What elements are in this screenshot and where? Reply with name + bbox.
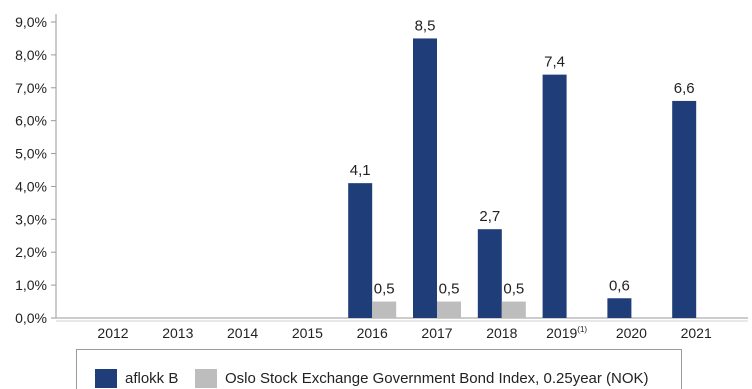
data-label-series-2: 0,5 bbox=[503, 281, 524, 298]
y-tick-label: 0,0% bbox=[15, 310, 47, 326]
data-label-series-1: 0,6 bbox=[609, 277, 630, 294]
x-tick-label: 2013 bbox=[162, 325, 193, 341]
legend-swatch-series-1 bbox=[95, 369, 117, 388]
data-label-series-2: 0,5 bbox=[439, 281, 460, 298]
data-label-series-2: 0,5 bbox=[374, 281, 395, 298]
x-tick-label: 2018 bbox=[486, 325, 517, 341]
x-axis: 2012 2013 2014 2015 2016 2017 2018 2019(1) 2020 2… bbox=[56, 317, 748, 341]
x-tick-label: 2016 bbox=[357, 325, 388, 341]
x-tick-label: 2021 bbox=[681, 325, 712, 341]
y-tick-label: 4,0% bbox=[15, 178, 47, 194]
legend-item-series-1: aflokk B bbox=[95, 369, 178, 388]
legend-label-series-1: aflokk B bbox=[125, 370, 179, 387]
bar-series-2 bbox=[437, 301, 461, 318]
bar-series-1 bbox=[413, 38, 437, 318]
y-tick-label: 2,0% bbox=[15, 244, 47, 260]
data-labels: 4,1 8,5 2,7 7,4 0,6 6,6 0,5 0,5 0,5 bbox=[350, 17, 695, 297]
data-label-series-1: 7,4 bbox=[544, 54, 565, 71]
data-label-series-1: 4,1 bbox=[350, 162, 371, 179]
bars bbox=[348, 38, 697, 318]
bar-series-2 bbox=[501, 301, 526, 318]
data-label-series-1: 6,6 bbox=[674, 80, 695, 97]
legend-swatch-series-2 bbox=[195, 369, 217, 388]
legend: aflokk B Oslo Stock Exchange Government … bbox=[76, 349, 682, 389]
y-tick-label: 8,0% bbox=[15, 47, 47, 63]
x-tick-label: 2017 bbox=[421, 325, 452, 341]
bar-series-1 bbox=[477, 229, 502, 318]
y-tick-label: 1,0% bbox=[15, 277, 47, 293]
x-tick-label: 2015 bbox=[292, 325, 323, 341]
y-axis: 0,0% 1,0% 2,0% 3,0% 4,0% 5,0% 6,0% 7,0% 8,0% 9,0% bbox=[15, 14, 57, 326]
bar-series-1 bbox=[348, 183, 373, 318]
bar-series-1 bbox=[672, 100, 697, 318]
x-tick-superscript: (1) bbox=[577, 325, 587, 334]
y-tick-label: 5,0% bbox=[15, 146, 47, 162]
bar-series-1 bbox=[542, 74, 567, 318]
data-label-series-1: 2,7 bbox=[479, 208, 500, 225]
x-tick-label: 2019(1) bbox=[546, 325, 587, 341]
x-tick-label: 2020 bbox=[616, 325, 647, 341]
bar-series-1 bbox=[607, 298, 632, 318]
y-tick-label: 3,0% bbox=[15, 211, 47, 227]
y-tick-label: 9,0% bbox=[15, 14, 47, 30]
data-label-series-1: 8,5 bbox=[415, 17, 436, 34]
x-tick-label: 2012 bbox=[97, 325, 128, 341]
y-tick-label: 7,0% bbox=[15, 80, 47, 96]
legend-item-series-2: Oslo Stock Exchange Government Bond Inde… bbox=[195, 369, 649, 388]
x-tick-label: 2014 bbox=[227, 325, 258, 341]
bar-series-2 bbox=[372, 301, 397, 318]
legend-label-series-2: Oslo Stock Exchange Government Bond Inde… bbox=[225, 370, 649, 387]
y-tick-label: 6,0% bbox=[15, 113, 47, 129]
